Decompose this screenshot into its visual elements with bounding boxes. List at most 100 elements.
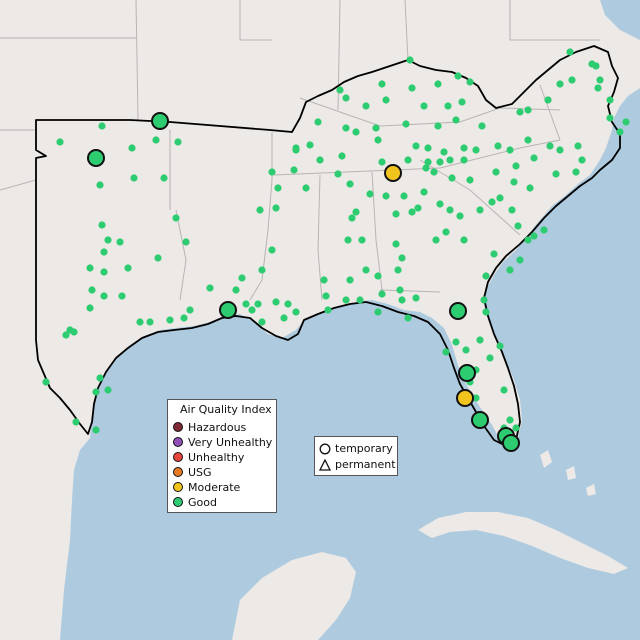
station-marker-good-large[interactable] bbox=[502, 434, 520, 452]
station-marker-good bbox=[506, 266, 514, 274]
station-marker-good bbox=[98, 221, 106, 229]
station-marker-good bbox=[306, 141, 314, 149]
aqi-legend: Air Quality Index Hazardous Very Unhealt… bbox=[167, 399, 277, 513]
station-marker-good bbox=[460, 156, 468, 164]
region-outline bbox=[35, 45, 621, 447]
station-marker-good bbox=[238, 274, 246, 282]
station-marker-good bbox=[446, 206, 454, 214]
station-marker-good bbox=[116, 238, 124, 246]
station-marker-good bbox=[566, 48, 574, 56]
station-marker-good bbox=[524, 106, 532, 114]
station-marker-good bbox=[442, 348, 450, 356]
station-marker-good bbox=[362, 266, 370, 274]
station-marker-good bbox=[408, 208, 416, 216]
marker-shape-legend: temporary permanent bbox=[314, 436, 398, 476]
station-marker-good bbox=[242, 300, 250, 308]
station-marker-good bbox=[572, 168, 580, 176]
station-marker-good bbox=[606, 114, 614, 122]
station-marker-good bbox=[434, 80, 442, 88]
station-marker-good bbox=[478, 122, 486, 130]
station-marker-good bbox=[496, 194, 504, 202]
station-marker-good bbox=[540, 226, 548, 234]
station-marker-good bbox=[526, 184, 534, 192]
station-marker-good bbox=[272, 204, 280, 212]
station-marker-good bbox=[530, 232, 538, 240]
station-marker-good bbox=[552, 170, 560, 178]
station-marker-good bbox=[420, 102, 428, 110]
station-marker-good bbox=[480, 296, 488, 304]
station-marker-good bbox=[414, 204, 422, 212]
station-marker-good bbox=[154, 254, 162, 262]
station-marker-good bbox=[462, 346, 470, 354]
station-marker-good bbox=[322, 292, 330, 300]
shape-label-temporary: temporary bbox=[335, 442, 393, 455]
station-marker-good bbox=[346, 276, 354, 284]
station-marker-good-large[interactable] bbox=[87, 149, 105, 167]
station-marker-good bbox=[456, 212, 464, 220]
shape-item-temporary: temporary bbox=[319, 441, 393, 456]
legend-item-hazardous: Hazardous bbox=[173, 420, 246, 434]
station-marker-good bbox=[356, 296, 364, 304]
station-marker-good-large[interactable] bbox=[458, 364, 476, 382]
station-marker-good bbox=[524, 236, 532, 244]
legend-item-unhealthy: Unhealthy bbox=[173, 450, 244, 464]
station-marker-good bbox=[506, 416, 514, 424]
station-marker-good-large[interactable] bbox=[449, 302, 467, 320]
station-marker-good bbox=[100, 248, 108, 256]
station-marker-good bbox=[404, 156, 412, 164]
station-marker-good-large[interactable] bbox=[219, 301, 237, 319]
station-marker-good bbox=[334, 170, 342, 178]
station-marker-good bbox=[606, 96, 614, 104]
station-marker-good bbox=[452, 338, 460, 346]
station-marker-good bbox=[516, 108, 524, 116]
station-marker-good bbox=[392, 210, 400, 218]
station-marker-good bbox=[352, 128, 360, 136]
legend-label: USG bbox=[188, 465, 212, 479]
triangle-icon bbox=[319, 458, 331, 471]
station-marker-good bbox=[422, 164, 430, 172]
legend-label: Unhealthy bbox=[188, 450, 245, 464]
station-marker-good bbox=[166, 316, 174, 324]
station-marker-good bbox=[378, 290, 386, 298]
station-marker-good bbox=[104, 386, 112, 394]
station-marker-good bbox=[254, 300, 262, 308]
station-marker-good bbox=[342, 94, 350, 102]
station-marker-good bbox=[622, 118, 630, 126]
station-marker-good bbox=[336, 86, 344, 94]
station-marker-good bbox=[186, 306, 194, 314]
station-marker-good bbox=[482, 272, 490, 280]
station-marker-good bbox=[378, 158, 386, 166]
usg-dot-icon bbox=[173, 467, 183, 477]
station-marker-moderate[interactable] bbox=[384, 164, 402, 182]
station-marker-good bbox=[436, 200, 444, 208]
station-marker-good bbox=[130, 174, 138, 182]
station-marker-good bbox=[160, 174, 168, 182]
land-bahamas bbox=[540, 450, 596, 496]
station-marker-good bbox=[506, 146, 514, 154]
station-marker-good bbox=[290, 166, 298, 174]
station-marker-good-large[interactable] bbox=[151, 112, 169, 130]
station-marker-good bbox=[100, 292, 108, 300]
station-marker-good bbox=[96, 181, 104, 189]
station-marker-good bbox=[232, 286, 240, 294]
unhealthy-dot-icon bbox=[173, 452, 183, 462]
station-marker-good bbox=[396, 286, 404, 294]
station-marker-good bbox=[458, 98, 466, 106]
circle-icon bbox=[319, 443, 331, 454]
good-dot-icon bbox=[173, 497, 183, 507]
station-marker-good bbox=[72, 418, 80, 426]
station-marker-good-large[interactable] bbox=[471, 411, 489, 429]
station-marker-good bbox=[420, 188, 428, 196]
station-marker-good bbox=[352, 208, 360, 216]
station-marker-good bbox=[496, 342, 504, 350]
station-marker-moderate[interactable] bbox=[456, 389, 474, 407]
station-marker-good bbox=[512, 424, 520, 432]
station-marker-good bbox=[378, 80, 386, 88]
legend-label: Good bbox=[188, 495, 217, 509]
station-marker-good bbox=[508, 206, 516, 214]
station-marker-good bbox=[118, 292, 126, 300]
station-marker-good bbox=[292, 146, 300, 154]
station-marker-good bbox=[374, 308, 382, 316]
station-marker-good bbox=[402, 120, 410, 128]
station-marker-good bbox=[358, 236, 366, 244]
